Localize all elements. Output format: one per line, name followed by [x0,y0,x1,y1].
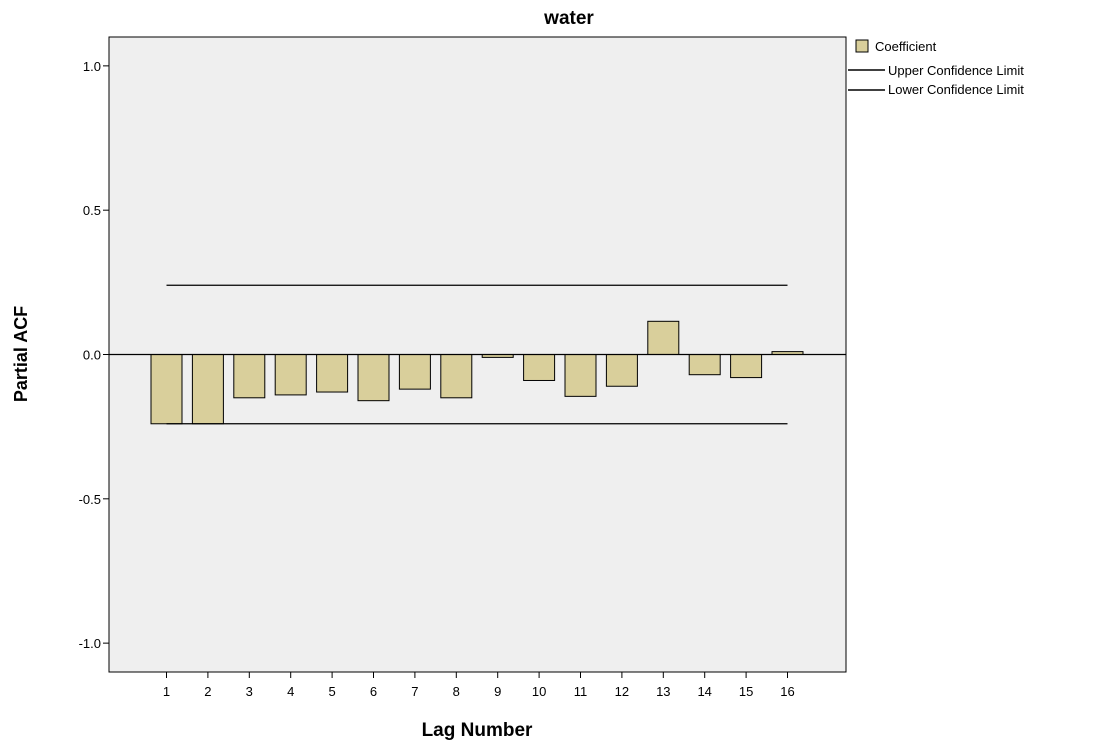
x-tick-label: 14 [697,684,711,699]
legend-lower-limit-label: Lower Confidence Limit [888,82,1024,97]
x-tick-label: 10 [532,684,546,699]
x-tick-label: 5 [328,684,335,699]
confidence-lines-group [166,284,788,425]
x-tick-label: 16 [780,684,794,699]
x-tick-label: 13 [656,684,670,699]
bar-lag-12 [605,354,638,387]
bar-lag-13 [647,320,680,356]
legend-upper-limit-label: Upper Confidence Limit [888,63,1024,78]
legend-coefficient-label: Coefficient [875,39,937,54]
bar-lag-5 [316,354,349,393]
x-axis-ticks: 1 2 3 4 5 6 7 8 9 10 11 12 13 14 15 16 [163,672,795,699]
bar-lag-4 [274,354,307,396]
y-tick-label: 1.0 [83,59,101,74]
x-tick-label: 11 [574,684,588,699]
x-tick-label: 9 [494,684,501,699]
x-tick-label: 3 [246,684,253,699]
x-tick-label: 15 [739,684,753,699]
y-tick-label: 0.0 [83,348,101,363]
chart-title: water [543,8,594,29]
bar-lag-14 [688,354,721,376]
legend-coefficient-swatch [855,39,869,53]
y-tick-label: 0.5 [83,203,101,218]
x-tick-label: 12 [615,684,629,699]
y-tick-label: -1.0 [79,636,101,651]
x-tick-label: 7 [411,684,418,699]
bar-lag-10 [523,354,556,381]
x-tick-label: 1 [163,684,170,699]
x-tick-label: 6 [370,684,377,699]
bar-lag-1 [150,354,183,425]
bar-lag-11 [564,354,597,397]
y-tick-label: -0.5 [79,492,101,507]
y-axis-title: Partial ACF [11,306,31,402]
legend: Coefficient Upper Confidence Limit Lower… [848,39,1024,97]
x-axis-title: Lag Number [422,720,533,741]
bar-lag-6 [357,354,390,402]
x-tick-label: 2 [204,684,211,699]
x-tick-label: 4 [287,684,294,699]
bar-lag-2 [191,354,224,425]
y-axis-ticks: 1.0 0.5 0.0 -0.5 -1.0 [79,59,109,651]
bar-lag-3 [233,354,266,399]
bar-lag-7 [398,354,431,390]
bar-lag-15 [730,354,763,379]
bar-lag-8 [440,354,473,399]
x-tick-label: 8 [453,684,460,699]
